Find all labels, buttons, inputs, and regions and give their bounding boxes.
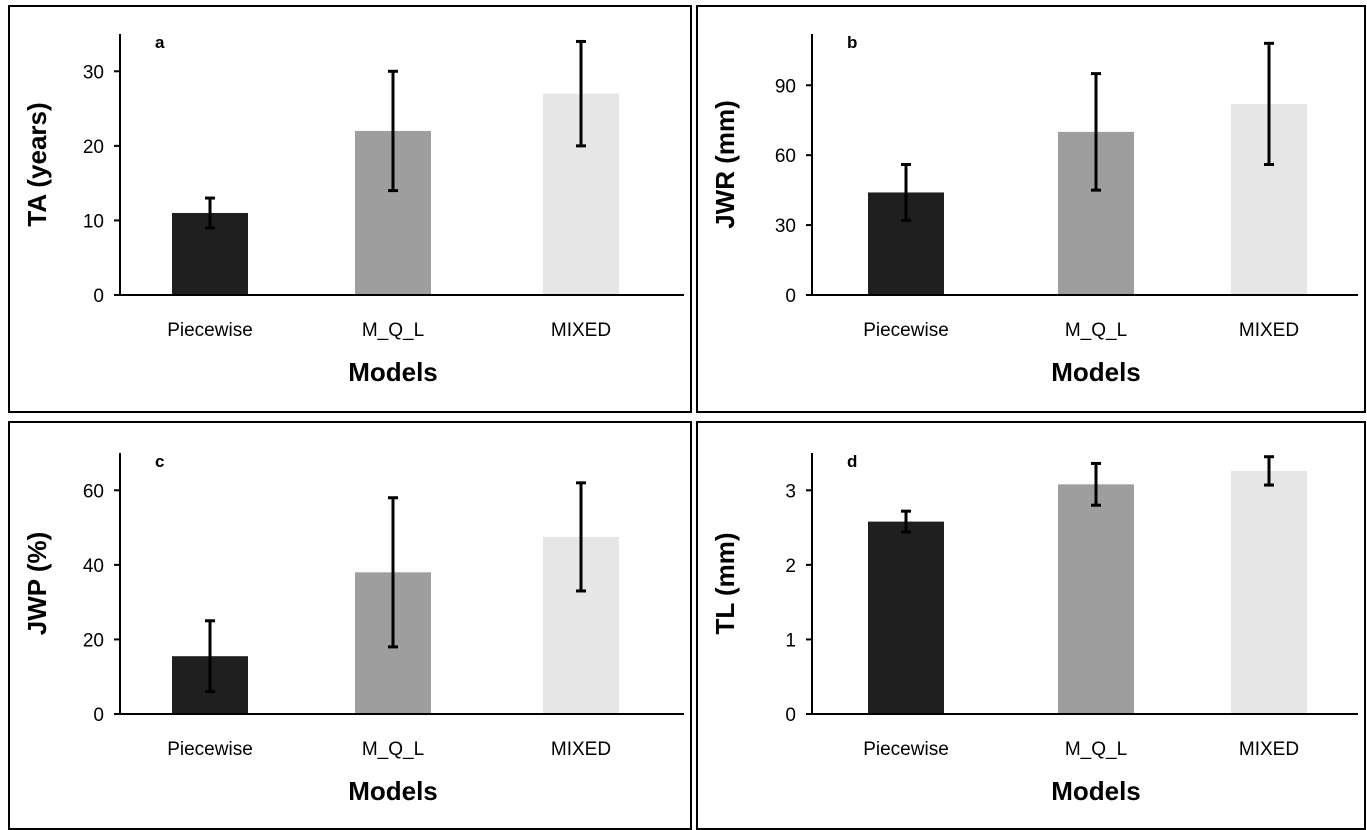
y-tick-label-c-1: 20	[83, 630, 104, 651]
category-label-c-0: Piecewise	[167, 739, 253, 760]
y-tick-label-b-1: 30	[775, 216, 796, 237]
y-tick-label-c-0: 0	[93, 705, 104, 726]
y-axis-title-a: TA (years)	[22, 102, 52, 226]
y-axis-title-b: JWR (mm)	[710, 100, 740, 229]
category-label-a-1: M_Q_L	[362, 320, 424, 341]
panel-letter-b: b	[847, 33, 857, 52]
y-tick-label-a-1: 10	[83, 211, 104, 232]
error-bar-a-2	[576, 39, 586, 148]
error-bar-a-1	[388, 69, 398, 193]
category-label-a-0: Piecewise	[167, 320, 253, 341]
category-label-a-2: MIXED	[551, 320, 611, 341]
chart-svg-d: 0 1 2 3 Piecewise M_Q_L MIXED Models TL (mm) d	[710, 452, 1358, 806]
y-tick-label-b-3: 90	[775, 76, 796, 97]
category-label-b-2: MIXED	[1239, 320, 1299, 341]
panel-letter-d: d	[847, 452, 857, 471]
y-tick-label-d-1: 1	[785, 630, 796, 651]
y-tick-label-d-2: 2	[785, 556, 796, 577]
y-tick-label-d-0: 0	[785, 705, 796, 726]
error-bar-b-2	[1264, 41, 1274, 166]
chart-panel-c: 0 20 40 60 Piecewise M_Q_L MIXED Models JWP (%) c	[8, 421, 692, 830]
bar-d-2	[1231, 470, 1307, 714]
chart-panel-a: 0 10 20 30 Piecewise M_Q_L MIXED Models TA (year…	[8, 5, 692, 413]
category-label-d-1: M_Q_L	[1065, 739, 1127, 760]
x-axis-title-a: Models	[348, 357, 438, 387]
x-axis-title-c: Models	[348, 776, 438, 806]
y-tick-label-a-2: 20	[83, 137, 104, 158]
error-bar-d-2	[1264, 455, 1274, 487]
y-tick-label-c-3: 60	[83, 481, 104, 502]
y-tick-label-d-3: 3	[785, 481, 796, 502]
chart-svg-c: 0 20 40 60 Piecewise M_Q_L MIXED Models JWP (%) c	[22, 452, 684, 806]
bar-d-0	[868, 521, 944, 714]
category-label-b-1: M_Q_L	[1065, 320, 1127, 341]
y-axis-title-d: TL (mm)	[710, 532, 740, 634]
panel-letter-a: a	[155, 33, 165, 52]
error-bar-a-0	[205, 196, 215, 230]
y-axis-title-c: JWP (%)	[22, 532, 52, 636]
error-bar-d-1	[1091, 461, 1101, 507]
category-label-c-2: MIXED	[551, 739, 611, 760]
y-tick-label-a-0: 0	[93, 286, 104, 307]
panel-letter-c: c	[155, 452, 164, 471]
chart-panel-b: 0 30 60 90 Piecewise M_Q_L MIXED Models JWR (mm)…	[696, 5, 1366, 413]
chart-panel-d: 0 1 2 3 Piecewise M_Q_L MIXED Models TL (mm) d	[696, 421, 1366, 830]
category-label-c-1: M_Q_L	[362, 739, 424, 760]
y-tick-label-b-0: 0	[785, 286, 796, 307]
y-tick-label-b-2: 60	[775, 146, 796, 167]
x-axis-title-d: Models	[1051, 776, 1141, 806]
error-bar-c-2	[576, 481, 586, 593]
y-tick-label-c-2: 40	[83, 556, 104, 577]
x-axis-title-b: Models	[1051, 357, 1141, 387]
error-bar-c-0	[205, 619, 215, 694]
error-bar-c-1	[388, 496, 398, 649]
error-bar-d-0	[901, 509, 911, 534]
category-label-d-2: MIXED	[1239, 739, 1299, 760]
error-bar-b-0	[901, 163, 911, 222]
chart-svg-b: 0 30 60 90 Piecewise M_Q_L MIXED Models JWR (mm)…	[710, 33, 1358, 387]
y-tick-label-a-3: 30	[83, 62, 104, 83]
bar-d-1	[1058, 484, 1134, 714]
category-label-b-0: Piecewise	[863, 320, 949, 341]
chart-svg-a: 0 10 20 30 Piecewise M_Q_L MIXED Models TA (year…	[22, 33, 684, 387]
error-bar-b-1	[1091, 72, 1101, 192]
category-label-d-0: Piecewise	[863, 739, 949, 760]
